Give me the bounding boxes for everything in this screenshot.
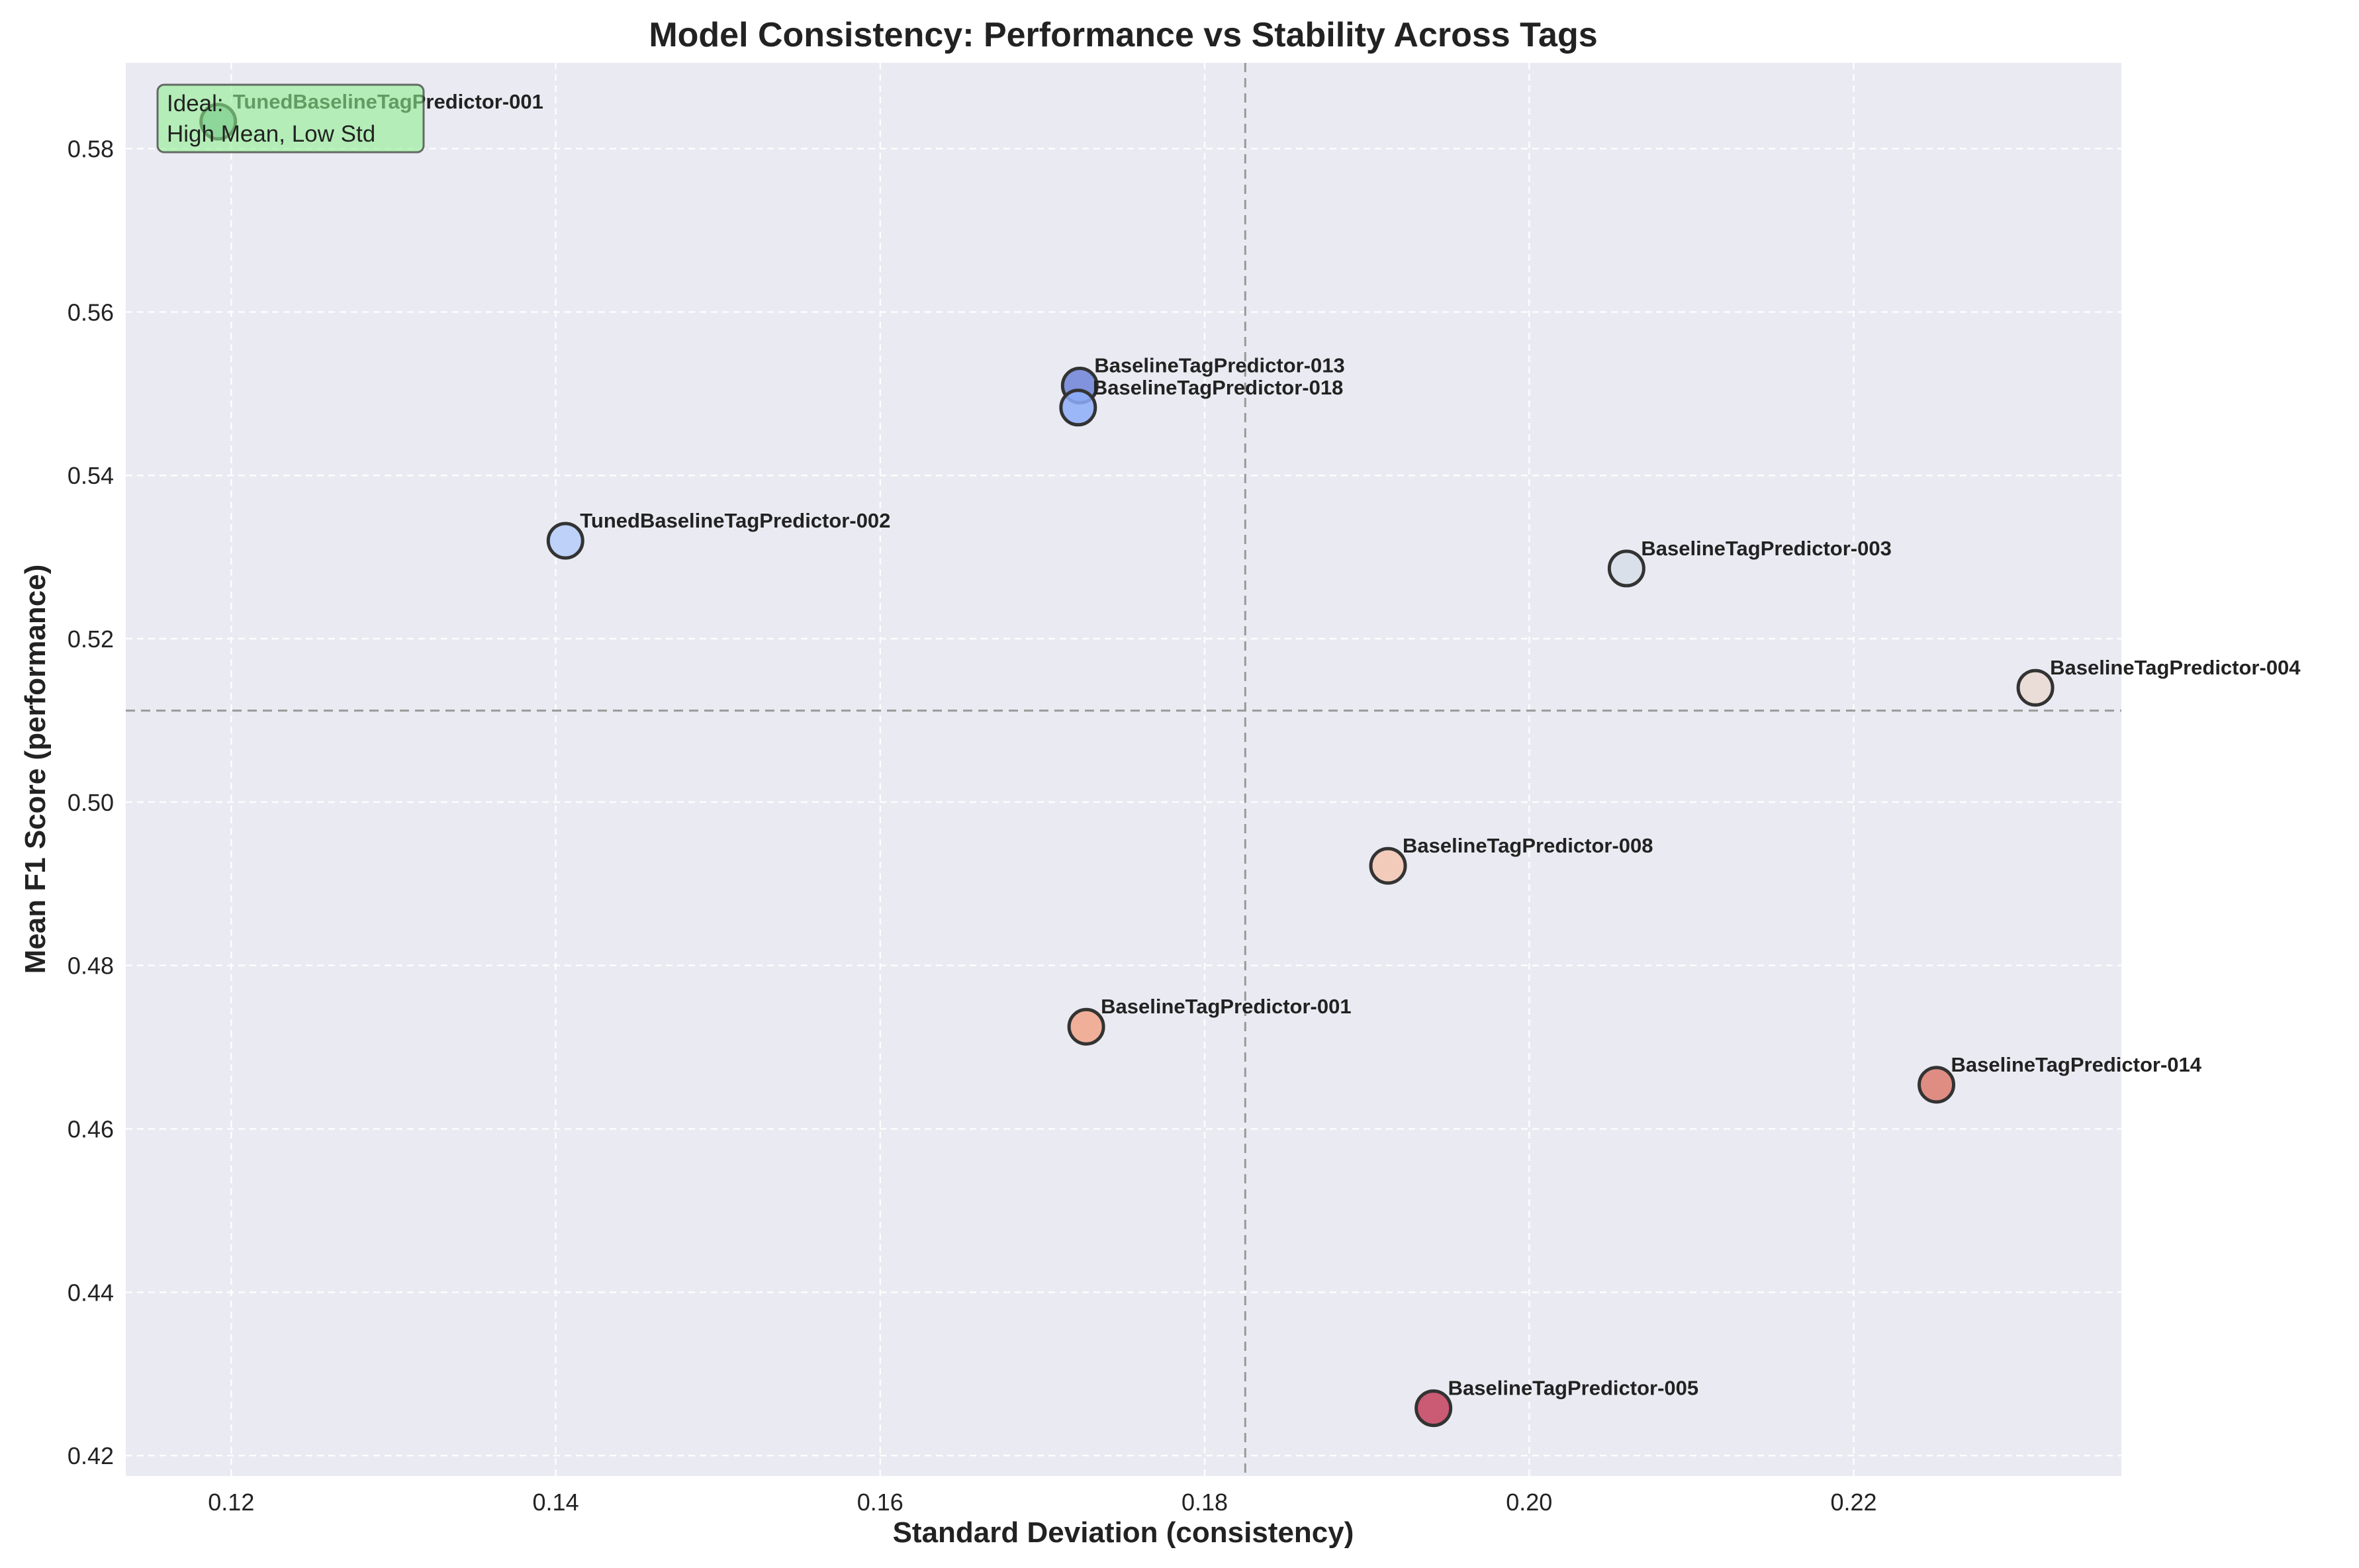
point-label: BaselineTagPredictor-005 <box>1448 1377 1698 1400</box>
annotation-box <box>156 83 425 154</box>
chart-title: Model Consistency: Performance vs Stabil… <box>649 16 1597 54</box>
x-tick-label: 0.20 <box>1506 1489 1552 1516</box>
data-point <box>1414 1389 1453 1428</box>
y-tick-label: 0.42 <box>68 1442 114 1469</box>
y-tick-label: 0.52 <box>68 625 114 653</box>
annotation-line-2: High Mean, Low Std <box>167 121 375 147</box>
data-point <box>2016 669 2055 707</box>
x-axis-label: Standard Deviation (consistency) <box>893 1516 1354 1549</box>
x-tick-label: 0.18 <box>1181 1489 1228 1516</box>
y-tick-label: 0.50 <box>68 789 114 816</box>
x-tick-label: 0.16 <box>857 1489 903 1516</box>
ideal-annotation-box: Ideal: High Mean, Low Std <box>156 83 425 154</box>
data-point <box>1918 1066 1956 1104</box>
x-tick-label: 0.14 <box>533 1489 579 1516</box>
y-axis-label: Mean F1 Score (performance) <box>19 565 52 974</box>
annotation-line-1: Ideal: <box>167 91 224 116</box>
data-point <box>1067 1007 1105 1046</box>
point-label: BaselineTagPredictor-018 <box>1093 376 1343 399</box>
point-label: BaselineTagPredictor-013 <box>1094 353 1344 377</box>
data-point <box>546 522 584 560</box>
x-tick-label: 0.22 <box>1831 1489 1877 1516</box>
point-label: BaselineTagPredictor-004 <box>2050 656 2301 679</box>
y-tick-label: 0.44 <box>68 1279 114 1306</box>
grid-lines <box>126 63 2121 1476</box>
point-label: BaselineTagPredictor-003 <box>1641 537 1891 560</box>
y-tick-label: 0.56 <box>68 299 114 326</box>
y-tick-label: 0.46 <box>68 1116 114 1143</box>
data-point <box>1607 549 1645 588</box>
data-point <box>1059 389 1097 427</box>
y-tick-label: 0.48 <box>68 952 114 980</box>
point-label: TunedBaselineTagPredictor-002 <box>580 509 890 532</box>
y-tick-label: 0.58 <box>68 136 114 163</box>
data-point <box>1369 847 1407 885</box>
point-label: BaselineTagPredictor-001 <box>1101 995 1351 1018</box>
point-labels: TunedBaselineTagPredictor-001BaselineTag… <box>233 90 2301 1400</box>
mean-reference-lines <box>126 63 2121 1476</box>
plot-background <box>126 63 2121 1476</box>
point-label: BaselineTagPredictor-008 <box>1403 834 1653 857</box>
point-label: BaselineTagPredictor-014 <box>1951 1053 2202 1076</box>
y-tick-label: 0.54 <box>68 462 114 489</box>
axis-ticks: 0.12 0.14 0.16 0.18 0.20 0.22 0.42 0.44 0.46 0.48… <box>68 136 1877 1516</box>
x-tick-label: 0.12 <box>208 1489 254 1516</box>
